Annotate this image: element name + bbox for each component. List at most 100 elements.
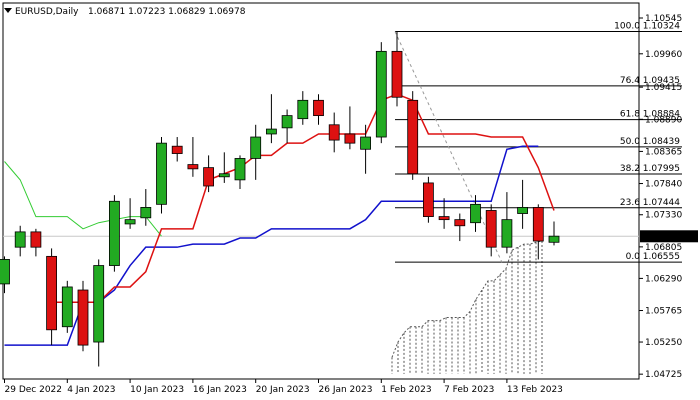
y-tick-label-1: 1.09960 [645, 50, 682, 60]
x-tick-label-2: 10 Jan 2023 [130, 385, 184, 395]
ichimoku-cloud [391, 240, 543, 374]
candle-body-9 [140, 207, 152, 219]
candle-body-6 [93, 265, 105, 343]
price-tag-box [640, 230, 698, 243]
y-tick-label-8: 1.06290 [645, 274, 682, 284]
y-tick-label-2: 1.09415 [645, 83, 682, 93]
candle-35 [548, 221, 560, 246]
candle-body-4 [61, 286, 73, 328]
candle-body-32 [501, 219, 513, 248]
fib-trend-line [394, 31, 503, 263]
candle-33 [517, 179, 528, 229]
x-tick-label-8: 13 Feb 2023 [507, 385, 563, 395]
fib-label-1: 76.4 1.09435 [620, 76, 680, 86]
fib-label-2: 61.8 1.08884 [620, 110, 680, 120]
candle-32 [501, 192, 513, 254]
candle-body-23 [360, 136, 372, 150]
x-tick-label-5: 26 Jan 2023 [319, 385, 373, 395]
candle-body-14 [218, 173, 230, 178]
fib-label-0: 100.0 1.10324 [614, 22, 680, 32]
candle-29 [454, 213, 466, 242]
y-tick-label-0: 1.10545 [645, 14, 682, 24]
candle-body-21 [328, 124, 340, 141]
candle-body-35 [548, 235, 560, 243]
candle-11 [171, 137, 183, 162]
y-tick-label-6: 1.07330 [645, 211, 682, 221]
fib-label-5: 23.6 1.07444 [620, 198, 680, 208]
candle-14 [218, 152, 230, 183]
price-tag-label: 1.06978 [644, 232, 681, 242]
candle-body-17 [265, 128, 277, 135]
candle-body-27 [422, 182, 434, 217]
y-tick-label-5: 1.07840 [645, 180, 682, 190]
candle-body-34 [532, 207, 544, 242]
candle-body-12 [187, 164, 199, 170]
symbol-label: EURUSD,Daily [15, 7, 79, 17]
candle-15 [234, 155, 246, 190]
candle-body-20 [313, 99, 324, 117]
candle-30 [470, 195, 481, 232]
y-tick-label-3: 1.08890 [645, 115, 682, 125]
candle-body-1 [14, 231, 26, 248]
candle-18 [281, 109, 293, 144]
y-tick-label-10: 1.05250 [645, 338, 682, 348]
x-tick-label-4: 20 Jan 2023 [256, 385, 310, 395]
candle-body-24 [375, 50, 387, 138]
price-tag: 1.06978 [640, 230, 698, 243]
candle-body-5 [77, 289, 89, 346]
tenkan-sen-line [51, 93, 555, 304]
candle-body-7 [109, 200, 120, 266]
x-tick-label-1: 4 Jan 2023 [67, 385, 115, 395]
candle-16 [250, 124, 262, 180]
candle-10 [156, 137, 167, 214]
fib-label-3: 50.0 1.08439 [620, 137, 680, 147]
y-axis: 1.10545 1.09960 1.09415 1.08890 1.08365 1.078… [639, 14, 682, 380]
candle-8 [124, 198, 136, 229]
candle-body-18 [281, 115, 293, 129]
chart-menu-triangle-icon[interactable] [4, 8, 12, 13]
candle-9 [140, 189, 152, 226]
fib-label-6: 0.0 1.06555 [626, 252, 680, 262]
candle-body-25 [391, 50, 403, 98]
fib-label-4: 38.2 1.07995 [620, 164, 680, 174]
ohlc-label: 1.06871 1.07223 1.06829 1.06978 [88, 7, 246, 17]
x-tick-label-6: 1 Feb 2023 [381, 385, 431, 395]
candle-23 [360, 124, 372, 174]
candle-28 [438, 198, 450, 229]
candle-1 [14, 225, 26, 257]
candle-body-3 [46, 255, 57, 331]
candle-6 [93, 259, 105, 367]
candle-body-0 [0, 259, 10, 285]
candle-34 [532, 204, 544, 260]
candle-22 [344, 106, 356, 150]
candle-12 [187, 137, 199, 177]
x-tick-label-3: 16 Jan 2023 [193, 385, 247, 395]
y-tick-label-11: 1.04725 [645, 370, 682, 380]
candle-body-19 [297, 99, 309, 120]
candle-25 [391, 31, 403, 107]
candle-body-30 [470, 203, 481, 224]
x-axis: 29 Dec 2022 4 Jan 2023 10 Jan 2023 16 Jan 2… [4, 379, 563, 395]
candle-19 [297, 91, 309, 125]
candle-body-10 [156, 142, 167, 205]
candles [0, 31, 560, 367]
candle-body-33 [517, 207, 528, 214]
candle-21 [328, 112, 340, 153]
candle-17 [265, 94, 277, 144]
y-tick-label-7: 1.06805 [645, 243, 682, 253]
candle-26 [407, 91, 419, 180]
candle-body-8 [124, 219, 136, 225]
candle-body-28 [438, 216, 450, 221]
candle-4 [61, 280, 73, 333]
y-tick-label-9: 1.05765 [645, 307, 682, 317]
candle-body-26 [407, 99, 419, 175]
cloud-upper-edge [391, 240, 543, 358]
candle-body-31 [485, 210, 497, 248]
candle-5 [77, 280, 89, 352]
candle-2 [30, 228, 42, 257]
candle-24 [375, 42, 387, 144]
candle-31 [485, 204, 497, 257]
candle-7 [109, 195, 120, 272]
x-tick-label-7: 7 Feb 2023 [444, 385, 494, 395]
